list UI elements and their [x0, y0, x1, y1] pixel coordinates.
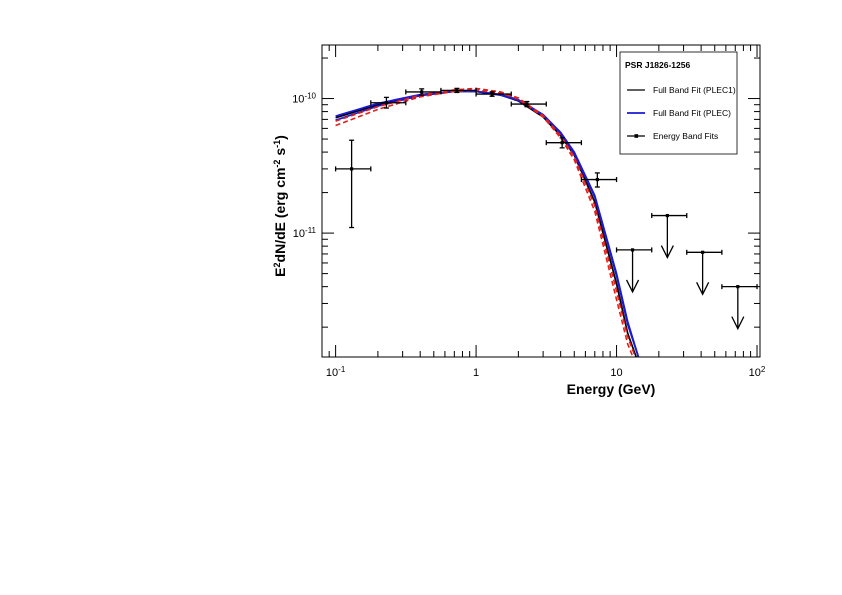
- upper-limit-point: [686, 249, 723, 296]
- point-marker: [595, 177, 599, 182]
- y-title-part: dN/dE (erg cm: [272, 168, 288, 263]
- plot-frame: [321, 44, 761, 358]
- y-title-part: E: [272, 267, 288, 276]
- x-tick-label-exp: -1: [338, 365, 346, 374]
- x-axis-title: Energy (GeV): [567, 381, 656, 397]
- upper-limit-point: [721, 284, 758, 331]
- data-point: [475, 91, 512, 97]
- legend-swatch-marker: [634, 134, 639, 138]
- y-title-part: s: [272, 148, 288, 160]
- upper-limit-arrow-head: [660, 245, 674, 260]
- legend-entry-label: Full Band Fit (PLEC1): [653, 85, 736, 95]
- point-marker: [560, 141, 564, 145]
- y-tick-label-base: 10: [292, 94, 304, 106]
- upper-limit-arrow-head: [696, 282, 710, 296]
- point-marker: [701, 250, 705, 254]
- data-point: [370, 96, 407, 109]
- y-title-part: ): [272, 135, 288, 140]
- y-axis-title: E2dN/dE (erg cm-2 s-1): [272, 135, 288, 277]
- data-point: [580, 172, 618, 188]
- y-title-sup: 2: [272, 262, 282, 267]
- legend-entry-label: Energy Band Fits: [653, 131, 718, 141]
- fit-curves: [335, 87, 640, 357]
- legend-entries: Full Band Fit (PLEC1) Full Band Fit (PLEC…: [627, 85, 736, 141]
- y-title-sup: -1: [272, 140, 282, 148]
- point-marker: [736, 285, 740, 289]
- data-point: [334, 139, 372, 229]
- point-marker: [630, 248, 635, 252]
- x-tick-label: 10-1: [326, 365, 346, 380]
- x-tick-label-base: 10: [326, 367, 338, 379]
- legend-title: PSR J1826-1256: [625, 60, 690, 70]
- x-tick-label-base: 1: [473, 367, 479, 379]
- fit-curve-4: [335, 87, 637, 357]
- point-marker: [665, 213, 669, 218]
- upper-limit-arrow-head: [731, 316, 745, 331]
- point-marker: [455, 88, 459, 92]
- point-marker: [384, 101, 389, 105]
- point-marker: [420, 90, 424, 94]
- x-tick-label-exp: 2: [761, 365, 766, 374]
- y-tick-label-base: 10: [293, 228, 305, 240]
- legend-box: [619, 51, 738, 155]
- x-tick-label-base: 10: [749, 367, 761, 379]
- fit-curve-3: [335, 89, 634, 357]
- upper-limit-arrow-head: [625, 279, 640, 294]
- data-points: [334, 87, 758, 331]
- upper-limit-point: [615, 247, 653, 294]
- x-tick-label-base: 10: [610, 367, 622, 379]
- data-point: [510, 100, 547, 108]
- legend-entry-label: Full Band Fit (PLEC): [653, 108, 731, 118]
- data-point: [545, 137, 583, 149]
- y-tick-label-exp: -10: [304, 91, 316, 100]
- x-tick-label: 10: [610, 367, 622, 379]
- legend: PSR J1826-1256 Full Band Fit (PLEC1)Full…: [619, 51, 738, 155]
- y-tick-label: 10-10: [292, 91, 316, 106]
- point-marker: [350, 167, 354, 171]
- y-title-sup: -2: [272, 160, 282, 168]
- x-tick-label: 1: [473, 367, 479, 379]
- y-tick-label: 10-11: [293, 226, 317, 241]
- y-tick-label-exp: -11: [305, 226, 317, 235]
- upper-limit-point: [651, 213, 688, 260]
- point-marker: [525, 102, 529, 106]
- x-tick-label: 102: [749, 365, 766, 380]
- point-marker: [490, 92, 494, 96]
